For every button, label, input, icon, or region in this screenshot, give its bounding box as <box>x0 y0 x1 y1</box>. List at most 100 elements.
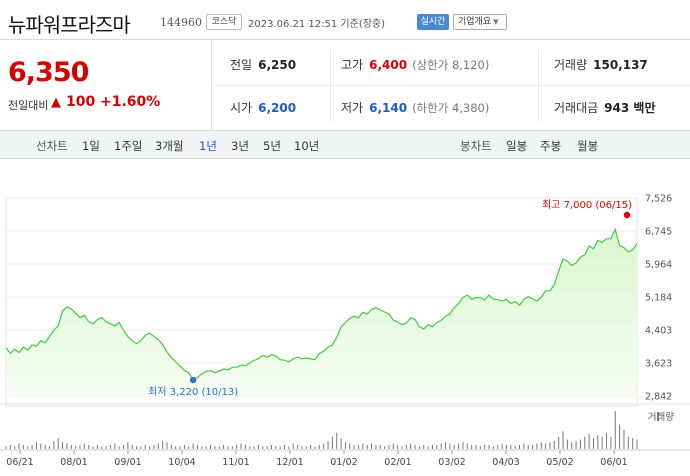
volume-bar <box>5 446 7 449</box>
volume-bar <box>597 435 599 449</box>
y-tick-label: 4,403 <box>645 326 672 337</box>
candle-daily[interactable]: 일봉 <box>506 139 528 153</box>
volume-bar <box>40 443 42 449</box>
volume-bar <box>166 442 168 449</box>
volume-bar <box>305 446 307 449</box>
volume-bar <box>218 446 220 449</box>
period-5-year[interactable]: 5년 <box>263 139 281 153</box>
volume-bar <box>83 443 85 449</box>
volume-bar <box>327 440 329 449</box>
volume-bar <box>49 446 51 449</box>
volume-bar <box>579 439 581 449</box>
volume-bar <box>318 444 320 449</box>
volume-bar <box>514 446 516 449</box>
volume-bar <box>244 444 246 449</box>
volume-bar <box>405 444 407 449</box>
volume-bar <box>488 444 490 449</box>
volume-bar <box>62 442 64 449</box>
volume-bar <box>301 446 303 449</box>
volume-bar <box>636 439 638 449</box>
low-price: 저가 6,140 (하한가 4,380) <box>341 99 489 116</box>
volume-bar <box>114 443 116 449</box>
volume-bar <box>371 443 373 449</box>
y-tick-label: 2,842 <box>645 392 672 403</box>
volume-bar <box>357 444 359 449</box>
trade-amount: 거래대금 943 백만 <box>554 99 655 116</box>
current-price-box: 6,350 전일대비 ▲ 100 +1.60% <box>0 41 212 130</box>
x-tick-label: 10/04 <box>168 457 195 468</box>
chevron-down-icon: ▼ <box>493 18 499 26</box>
volume-bar <box>35 442 37 449</box>
stock-code: 144960 <box>160 16 202 29</box>
volume-bar <box>44 444 46 449</box>
volume-bar <box>109 444 111 449</box>
volume-bar <box>562 431 564 449</box>
period-10-year[interactable]: 10년 <box>294 139 320 153</box>
min-marker <box>189 376 197 384</box>
divider <box>214 85 690 86</box>
volume-bar <box>236 444 238 449</box>
volume-bar <box>384 446 386 449</box>
volume-bar <box>231 446 233 449</box>
x-tick-label: 12/01 <box>276 457 303 468</box>
period-1-day[interactable]: 1일 <box>82 139 100 153</box>
volume-bar <box>379 444 381 449</box>
period-1-year[interactable]: 1년 <box>199 139 217 153</box>
volume-bar <box>497 444 499 449</box>
volume-bar <box>275 446 277 449</box>
x-tick-label: 03/02 <box>438 457 465 468</box>
x-tick-label: 06/01 <box>600 457 627 468</box>
realtime-badge[interactable]: 실시간 <box>417 14 449 30</box>
volume-bar <box>27 446 29 449</box>
volume-bar <box>492 446 494 449</box>
x-tick-label: 01/02 <box>330 457 357 468</box>
volume-legend-icon <box>657 412 659 421</box>
volume-bar <box>92 446 94 449</box>
volume-bar <box>436 444 438 449</box>
volume-bar <box>223 444 225 449</box>
volume-bar <box>449 443 451 449</box>
period-3-year[interactable]: 3년 <box>231 139 249 153</box>
low-value: 6,140 <box>369 101 408 115</box>
volume-bar <box>388 444 390 449</box>
period-3-month[interactable]: 3개월 <box>155 139 184 153</box>
y-tick-label: 5,184 <box>645 293 672 304</box>
volume-bar <box>153 444 155 449</box>
volume-bar <box>136 446 138 449</box>
volume-bar <box>353 444 355 449</box>
volume-bar <box>558 436 560 449</box>
volume-label: 거래량 <box>554 58 588 72</box>
volume-bar <box>466 443 468 449</box>
company-overview-button[interactable]: 기업개요 ▼ <box>453 14 507 30</box>
x-tick-label: 08/01 <box>60 457 87 468</box>
volume-value: 150,137 <box>593 58 648 72</box>
prev-close: 전일 6,250 <box>230 56 296 73</box>
volume-bar <box>297 444 299 449</box>
volume-bar <box>453 444 455 449</box>
volume-bar <box>606 432 608 449</box>
period-1-week[interactable]: 1주일 <box>114 139 143 153</box>
volume-bar <box>70 444 72 449</box>
volume-bar <box>627 436 629 449</box>
volume-bar <box>31 444 33 449</box>
up-arrow-icon: ▲ <box>51 95 61 110</box>
volume-bar <box>9 444 11 449</box>
price-chart[interactable]: 7,526 6,745 5,964 5,184 4,403 3,623 2,842 06/2… <box>0 160 690 476</box>
volume-bar <box>336 432 338 449</box>
current-price: 6,350 <box>8 57 89 88</box>
volume-bar <box>362 443 364 449</box>
volume-bar <box>445 442 447 449</box>
candle-weekly[interactable]: 주봉 <box>540 139 562 153</box>
volume-bar <box>205 446 207 449</box>
volume-bar <box>144 444 146 449</box>
volume-bar <box>427 446 429 449</box>
stock-name: 뉴파워프라즈마 <box>8 13 131 37</box>
candle-monthly[interactable]: 월봉 <box>577 139 599 153</box>
volume-bar <box>262 446 264 449</box>
line-chart-label: 선차트 <box>36 139 68 153</box>
y-tick-label: 6,745 <box>645 227 672 238</box>
volume-bar <box>566 439 568 449</box>
volume-bar <box>170 444 172 449</box>
volume-bar <box>240 443 242 449</box>
change-label: 전일대비 <box>8 99 49 112</box>
